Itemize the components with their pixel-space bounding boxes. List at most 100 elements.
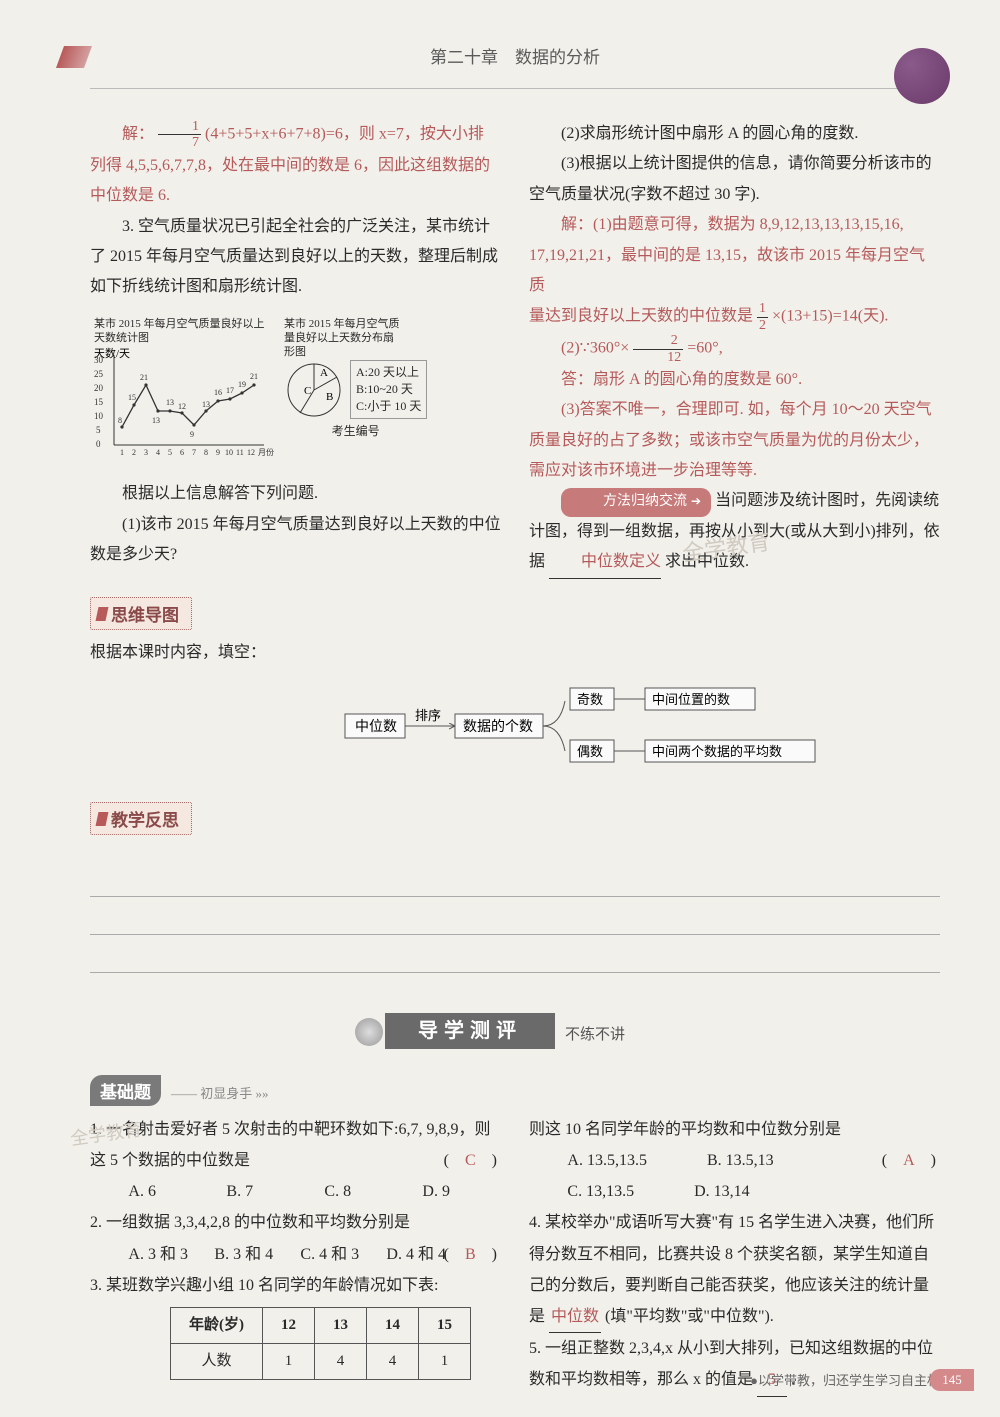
section-reflect: 教学反思 [90,802,192,835]
footer-text: ●以学带教，归还学生学习自主权 [750,1370,940,1389]
table-head: 14 [367,1307,419,1343]
pie-chart: A B C [284,360,344,420]
svg-text:12: 12 [178,402,186,411]
legend-b: B:10~20 天 [356,381,421,398]
opt-d: D. 9 [422,1176,492,1207]
q2-options: A. 3 和 3 B. 3 和 4 C. 4 和 3 D. 4 和 4 [90,1239,444,1270]
svg-text:0: 0 [96,439,101,449]
svg-text:中间位置的数: 中间位置的数 [652,692,730,707]
q2: 2. 一组数据 3,3,4,2,8 的中位数和平均数分别是 [90,1207,501,1238]
svg-text:3: 3 [144,448,148,457]
opt-b: B. 3 和 4 [214,1239,284,1270]
svg-text:11: 11 [236,448,244,457]
text: (4+5+5+x+6+7+8)=6，则 x=7，按大小排 [205,126,484,143]
table-head: 年龄(岁) [171,1307,263,1343]
answer-3: (3)答案不唯一，合理即可. 如，每个月 10～20 天空气质量良好的占了多数；… [529,395,940,486]
svg-text:21: 21 [140,373,148,382]
opt-d: D. 13,14 [694,1176,750,1207]
svg-text:8: 8 [204,448,208,457]
svg-text:4: 4 [156,448,160,457]
q3-answer: A [903,1152,915,1169]
q1: 1. 一名射击爱好者 5 次射击的中靶环数如下:6,7, 9,8,9，则这 5 … [90,1114,501,1176]
svg-text:6: 6 [180,448,184,457]
solution-line: 列得 4,5,5,6,7,7,8，处在最中间的数是 6，因此这组数据的 [90,151,501,181]
svg-text:13: 13 [202,400,210,409]
q4: 4. 某校举办"成语听写大赛"有 15 名学生进入决赛，他们所得分数互不相同，比… [529,1207,940,1333]
opt-b: B. 7 [226,1176,296,1207]
svg-text:偶数: 偶数 [577,744,603,759]
table-cell: 人数 [171,1344,263,1380]
solution-line: 中位数是 6. [90,181,501,211]
svg-text:13: 13 [152,416,160,425]
legend-a: A:20 天以上 [356,364,421,381]
answer-2b: 答：扇形 A 的圆心角的度数是 60°. [529,365,940,395]
opt-c: C. 8 [324,1176,394,1207]
table-cell: 4 [315,1344,367,1380]
opt-d: D. 4 和 4 [386,1239,456,1270]
base-label: 基础题 [90,1075,161,1106]
svg-text:2: 2 [132,448,136,457]
table-cell: 4 [367,1344,419,1380]
eval-title: 导学测评 [385,1013,555,1049]
eval-sub: 不练不讲 [565,1023,625,1044]
opt-a: A. 6 [128,1176,198,1207]
question-3: 3. 空气质量状况已引起全社会的广泛关注，某市统计了 2015 年每月空气质量达… [90,212,501,303]
method-blank: 中位数定义 [549,547,661,578]
opt-c: C. 13,13.5 [567,1176,634,1207]
svg-text:30: 30 [94,355,104,365]
svg-text:B: B [326,391,333,403]
answer-1: 量达到良好以上天数的中位数是 12 ×(13+15)=14(天). [529,301,940,333]
eval-banner: 导学测评 不练不讲 [335,1013,695,1055]
age-table: 年龄(岁) 12 13 14 15 人数 1 4 4 1 [170,1307,471,1381]
svg-text:10: 10 [94,411,104,421]
svg-text:7: 7 [192,448,196,457]
q3-cont: 则这 10 名同学年龄的平均数和中位数分别是 [529,1114,940,1145]
svg-text:C: C [304,385,311,397]
answer-1: 解：(1)由题意可得，数据为 8,9,12,13,13,13,15,16, [529,210,940,240]
mindmap: 中位数 排序 数据的个数 奇数 偶数 中间位置的数 中间两个数据的平均数 [90,676,940,776]
svg-text:5: 5 [96,425,101,435]
chart-title-left: 某市 2015 年每月空气质量良好以上天数统计图 [94,317,266,346]
svg-text:25: 25 [94,369,104,379]
section-mindmap: 思维导图 [90,597,192,630]
table-cell: 1 [419,1344,471,1380]
opt-b: B. 13.5,13 [707,1145,774,1176]
q1-options: A. 6 B. 7 C. 8 D. 9 [90,1176,501,1207]
svg-text:16: 16 [214,388,222,397]
chart-title-right: 某市 2015 年每月空气质量良好以上天数分布扇形图 [284,317,404,360]
svg-text:15: 15 [128,393,136,402]
q4-blank: 中位数 [549,1301,601,1333]
svg-text:月份: 月份 [258,447,274,457]
q1-answer: C [465,1152,476,1169]
svg-text:中位数: 中位数 [355,719,397,735]
answer-1: 17,19,21,21，最中间的是 13,15，故该市 2015 年每月空气质 [529,241,940,302]
svg-text:20: 20 [94,383,104,393]
page-number: 145 [930,1369,974,1391]
svg-text:17: 17 [226,386,234,395]
chart-block: 某市 2015 年每月空气质量良好以上天数统计图 天数/天 0 510 1520… [90,313,501,470]
svg-text:9: 9 [190,430,194,439]
svg-text:A: A [320,367,328,379]
svg-text:排序: 排序 [415,708,441,723]
question-3-1: (1)该市 2015 年每月空气质量达到良好以上天数的中位数是多少天? [90,510,501,571]
table-head: 13 [315,1307,367,1343]
legend-c: C:小于 10 天 [356,398,421,415]
svg-text:8: 8 [118,416,122,425]
svg-text:数据的个数: 数据的个数 [463,719,533,735]
table-head: 12 [263,1307,315,1343]
svg-text:21: 21 [250,372,258,381]
method-summary: 方法归纳交流 当问题涉及统计图时，先阅读统计图，得到一组数据，再按从小到大(或从… [529,486,940,578]
legend-caption: 考生编号 [284,420,427,443]
svg-text:12: 12 [247,448,255,457]
label: 解： [122,126,154,143]
opt-a: A. 3 和 3 [128,1239,198,1270]
svg-text:15: 15 [94,397,104,407]
svg-text:1: 1 [120,448,124,457]
base-sub: —— 初显身手 »» [171,1086,269,1101]
svg-text:奇数: 奇数 [577,692,603,707]
svg-text:5: 5 [168,448,172,457]
header-rule [90,88,940,89]
table-cell: 1 [263,1344,315,1380]
mindmap-intro: 根据本课时内容，填空： [90,638,940,662]
mindmap-svg: 中位数 排序 数据的个数 奇数 偶数 中间位置的数 中间两个数据的平均数 [165,676,865,776]
